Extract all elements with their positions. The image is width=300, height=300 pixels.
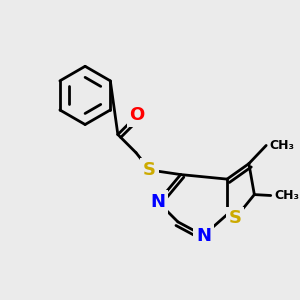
Text: N: N	[196, 226, 211, 244]
Text: CH₃: CH₃	[270, 139, 295, 152]
Text: O: O	[129, 106, 145, 124]
Text: CH₃: CH₃	[274, 189, 299, 202]
Text: S: S	[143, 161, 156, 179]
Text: N: N	[150, 193, 165, 211]
Text: S: S	[229, 209, 242, 227]
